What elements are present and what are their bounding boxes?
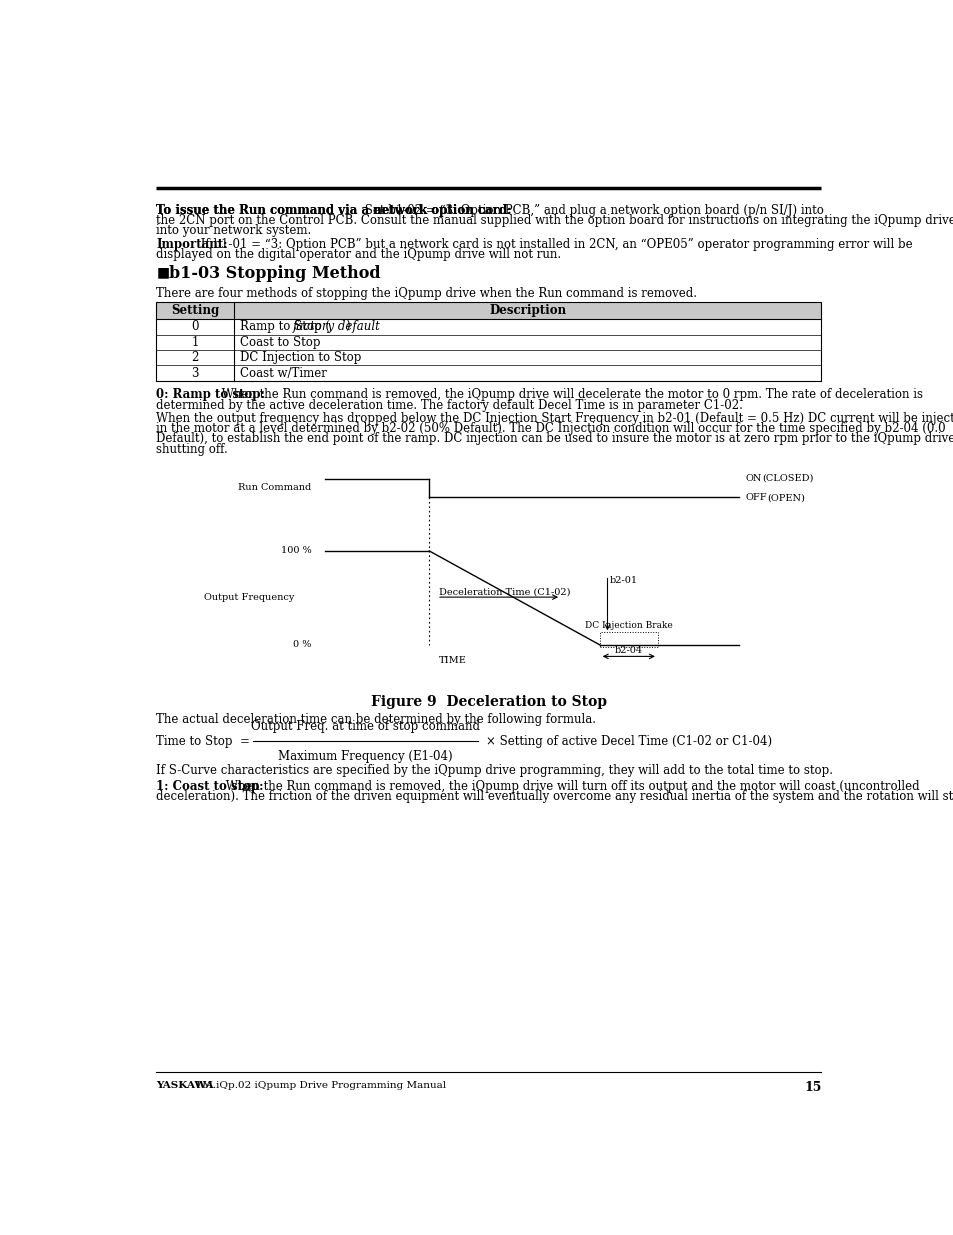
Text: DC Injection to Stop: DC Injection to Stop xyxy=(240,351,361,364)
Text: Coast to Stop: Coast to Stop xyxy=(240,336,320,348)
Text: b2-04: b2-04 xyxy=(614,646,642,655)
Text: Run Command: Run Command xyxy=(238,483,311,493)
Text: 2: 2 xyxy=(192,351,198,364)
Text: 15: 15 xyxy=(803,1082,821,1094)
Text: displayed on the digital operator and the iQpump drive will not run.: displayed on the digital operator and th… xyxy=(156,248,561,261)
Text: 3: 3 xyxy=(192,367,199,379)
Text: When the output frequency has dropped below the DC Injection Start Frequency in : When the output frequency has dropped be… xyxy=(156,411,953,425)
Text: Time to Stop  =: Time to Stop = xyxy=(156,735,253,747)
Text: When the Run command is removed, the iQpump drive will decelerate the motor to 0: When the Run command is removed, the iQp… xyxy=(217,389,922,401)
Text: Default), to establish the end point of the ramp. DC injection can be used to in: Default), to establish the end point of … xyxy=(156,432,953,446)
Text: 0 %: 0 % xyxy=(293,641,311,650)
Bar xyxy=(599,632,658,647)
Text: When the Run command is removed, the iQpump drive will turn off its output and t: When the Run command is removed, the iQp… xyxy=(221,779,919,793)
Text: 1: Coast to stop:: 1: Coast to stop: xyxy=(156,779,264,793)
Text: If S-Curve characteristics are specified by the iQpump drive programming, they w: If S-Curve characteristics are specified… xyxy=(156,764,833,777)
Text: To issue the Run command via a network option card:: To issue the Run command via a network o… xyxy=(156,204,512,216)
Text: TIME: TIME xyxy=(438,656,466,666)
Text: Output Frequency: Output Frequency xyxy=(204,593,294,601)
Bar xyxy=(156,303,821,380)
Text: The actual deceleration time can be determined by the following formula.: The actual deceleration time can be dete… xyxy=(156,714,596,726)
Text: Description: Description xyxy=(489,304,566,317)
Text: DC Injection Brake: DC Injection Brake xyxy=(584,621,672,630)
Text: Deceleration Time (C1-02): Deceleration Time (C1-02) xyxy=(438,588,570,597)
Text: OFF: OFF xyxy=(744,493,766,503)
Text: Ramp to Stop (: Ramp to Stop ( xyxy=(240,320,330,333)
Text: TM.iQp.02 iQpump Drive Programming Manual: TM.iQp.02 iQpump Drive Programming Manua… xyxy=(192,1082,446,1091)
Text: 0: Ramp to stop:: 0: Ramp to stop: xyxy=(156,389,265,401)
Text: Setting: Setting xyxy=(171,304,219,317)
Text: To issue the Run command via a network option card:: To issue the Run command via a network o… xyxy=(156,204,512,216)
Text: Set b1-02 = “3: Option PCB,” and plug a network option board (p/n SI/J) into: Set b1-02 = “3: Option PCB,” and plug a … xyxy=(361,204,823,216)
Text: 100 %: 100 % xyxy=(280,546,311,556)
Text: b1-03 Stopping Method: b1-03 Stopping Method xyxy=(169,266,380,283)
Text: Figure 9  Deceleration to Stop: Figure 9 Deceleration to Stop xyxy=(371,695,606,709)
Text: ): ) xyxy=(345,320,350,333)
Text: determined by the active deceleration time. The factory default Decel Time is in: determined by the active deceleration ti… xyxy=(156,399,742,411)
Text: Coast w/Timer: Coast w/Timer xyxy=(240,367,327,379)
Text: YASKAWA: YASKAWA xyxy=(156,1082,213,1091)
Text: shutting off.: shutting off. xyxy=(156,442,228,456)
Bar xyxy=(156,303,821,319)
Text: (CLOSED): (CLOSED) xyxy=(761,474,813,483)
Text: ■: ■ xyxy=(156,266,170,279)
Text: (OPEN): (OPEN) xyxy=(766,493,804,503)
Text: There are four methods of stopping the iQpump drive when the Run command is remo: There are four methods of stopping the i… xyxy=(156,287,697,300)
Text: b2-01: b2-01 xyxy=(609,576,638,584)
Text: ON: ON xyxy=(744,474,761,483)
Text: 0: 0 xyxy=(192,320,199,333)
Text: If b1-01 = “3: Option PCB” but a network card is not installed in 2CN, an “OPE05: If b1-01 = “3: Option PCB” but a network… xyxy=(196,237,911,251)
Text: in the motor at a level determined by b2-02 (50% Default). The DC Injection cond: in the motor at a level determined by b2… xyxy=(156,422,945,435)
Text: To issue the Run command via a network option card:: To issue the Run command via a network o… xyxy=(156,204,512,216)
Text: into your network system.: into your network system. xyxy=(156,225,312,237)
Text: Output Freq. at time of stop command: Output Freq. at time of stop command xyxy=(251,720,479,732)
Text: 1: 1 xyxy=(192,336,198,348)
Text: deceleration). The friction of the driven equipment will eventually overcome any: deceleration). The friction of the drive… xyxy=(156,790,953,803)
Text: Maximum Frequency (E1-04): Maximum Frequency (E1-04) xyxy=(278,750,453,762)
Text: Important:: Important: xyxy=(156,237,228,251)
Text: factory default: factory default xyxy=(293,320,380,333)
Text: × Setting of active Decel Time (C1-02 or C1-04): × Setting of active Decel Time (C1-02 or… xyxy=(485,735,771,747)
Text: the 2CN port on the Control PCB. Consult the manual supplied with the option boa: the 2CN port on the Control PCB. Consult… xyxy=(156,214,953,227)
